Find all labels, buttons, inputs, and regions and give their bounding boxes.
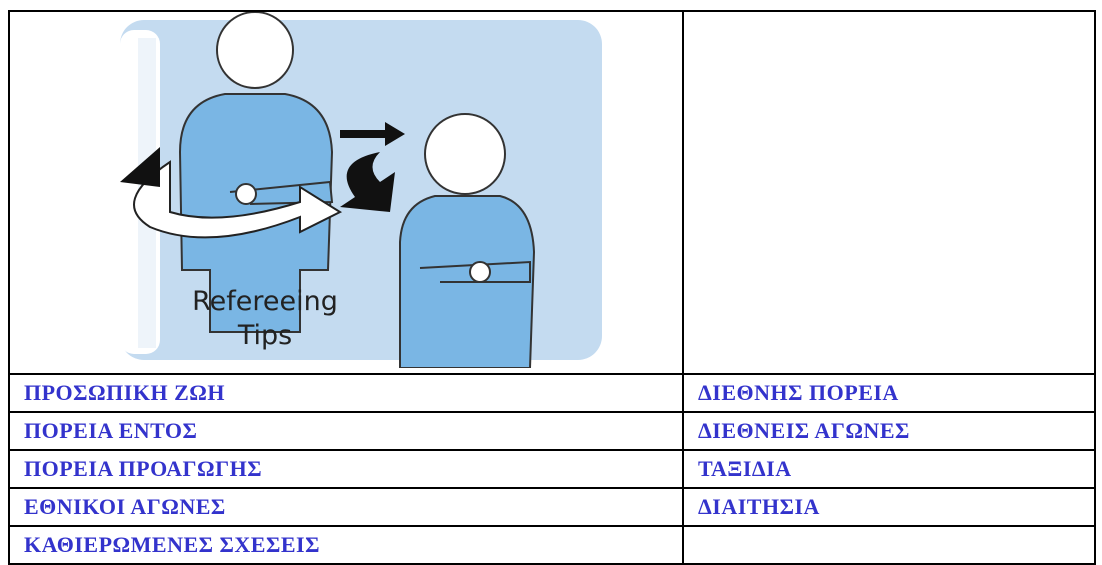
nav-link[interactable]: ΕΘΝΙΚΟΙ ΑΓΩΝΕΣ xyxy=(24,494,226,519)
caption-line: Refereeing xyxy=(192,286,338,317)
image-cell: Refereeing Tips xyxy=(8,10,684,375)
link-row: ΠΟΡΕΙΑ ΕΝΤΟΣ ΔΙΕΘΝΕΙΣ ΑΓΩΝΕΣ xyxy=(8,411,1096,451)
nav-link[interactable]: ΤΑΞΙΔΙΑ xyxy=(698,456,792,481)
cell: ΕΘΝΙΚΟΙ ΑΓΩΝΕΣ xyxy=(8,487,684,527)
nav-link[interactable]: ΔΙΕΘΝΕΙΣ ΑΓΩΝΕΣ xyxy=(698,418,910,443)
nav-link[interactable]: ΚΑΘΙΕΡΩΜΕΝΕΣ ΣΧΕΣΕΙΣ xyxy=(24,532,320,557)
cell: ΔΙΕΘΝΕΙΣ ΑΓΩΝΕΣ xyxy=(682,411,1096,451)
refereeing-illustration: Refereeing Tips xyxy=(120,11,602,369)
cell: ΠΟΡΕΙΑ ΠΡΟΑΓΩΓΗΣ xyxy=(8,449,684,489)
cell: ΔΙΑΙΤΗΣΙΑ xyxy=(682,487,1096,527)
caption-line: Tips xyxy=(237,320,292,351)
cell: ΠΡΟΣΩΠΙΚΗ ΖΩΗ xyxy=(8,373,684,413)
link-row: ΚΑΘΙΕΡΩΜΕΝΕΣ ΣΧΕΣΕΙΣ xyxy=(8,525,1096,565)
link-table: Refereeing Tips ΠΡΟΣΩΠΙΚΗ ΖΩΗ ΔΙΕΘΝΗΣ ΠΟΡ… xyxy=(8,10,1096,565)
page: Refereeing Tips ΠΡΟΣΩΠΙΚΗ ΖΩΗ ΔΙΕΘΝΗΣ ΠΟΡ… xyxy=(8,10,1096,565)
cell: ΠΟΡΕΙΑ ΕΝΤΟΣ xyxy=(8,411,684,451)
link-row: ΠΟΡΕΙΑ ΠΡΟΑΓΩΓΗΣ ΤΑΞΙΔΙΑ xyxy=(8,449,1096,489)
nav-link[interactable]: ΔΙΑΙΤΗΣΙΑ xyxy=(698,494,820,519)
cell: ΚΑΘΙΕΡΩΜΕΝΕΣ ΣΧΕΣΕΙΣ xyxy=(8,525,684,565)
link-row: ΕΘΝΙΚΟΙ ΑΓΩΝΕΣ ΔΙΑΙΤΗΣΙΑ xyxy=(8,487,1096,527)
cell xyxy=(682,525,1096,565)
nav-link[interactable]: ΠΡΟΣΩΠΙΚΗ ΖΩΗ xyxy=(24,380,225,405)
link-row: ΠΡΟΣΩΠΙΚΗ ΖΩΗ ΔΙΕΘΝΗΣ ΠΟΡΕΙΑ xyxy=(8,373,1096,413)
empty-cell xyxy=(682,10,1096,375)
nav-link[interactable]: ΠΟΡΕΙΑ ΠΡΟΑΓΩΓΗΣ xyxy=(24,456,263,481)
cell: ΔΙΕΘΝΗΣ ΠΟΡΕΙΑ xyxy=(682,373,1096,413)
cell: ΤΑΞΙΔΙΑ xyxy=(682,449,1096,489)
nav-link[interactable]: ΔΙΕΘΝΗΣ ΠΟΡΕΙΑ xyxy=(698,380,899,405)
image-row: Refereeing Tips xyxy=(8,10,1096,375)
nav-link[interactable]: ΠΟΡΕΙΑ ΕΝΤΟΣ xyxy=(24,418,198,443)
